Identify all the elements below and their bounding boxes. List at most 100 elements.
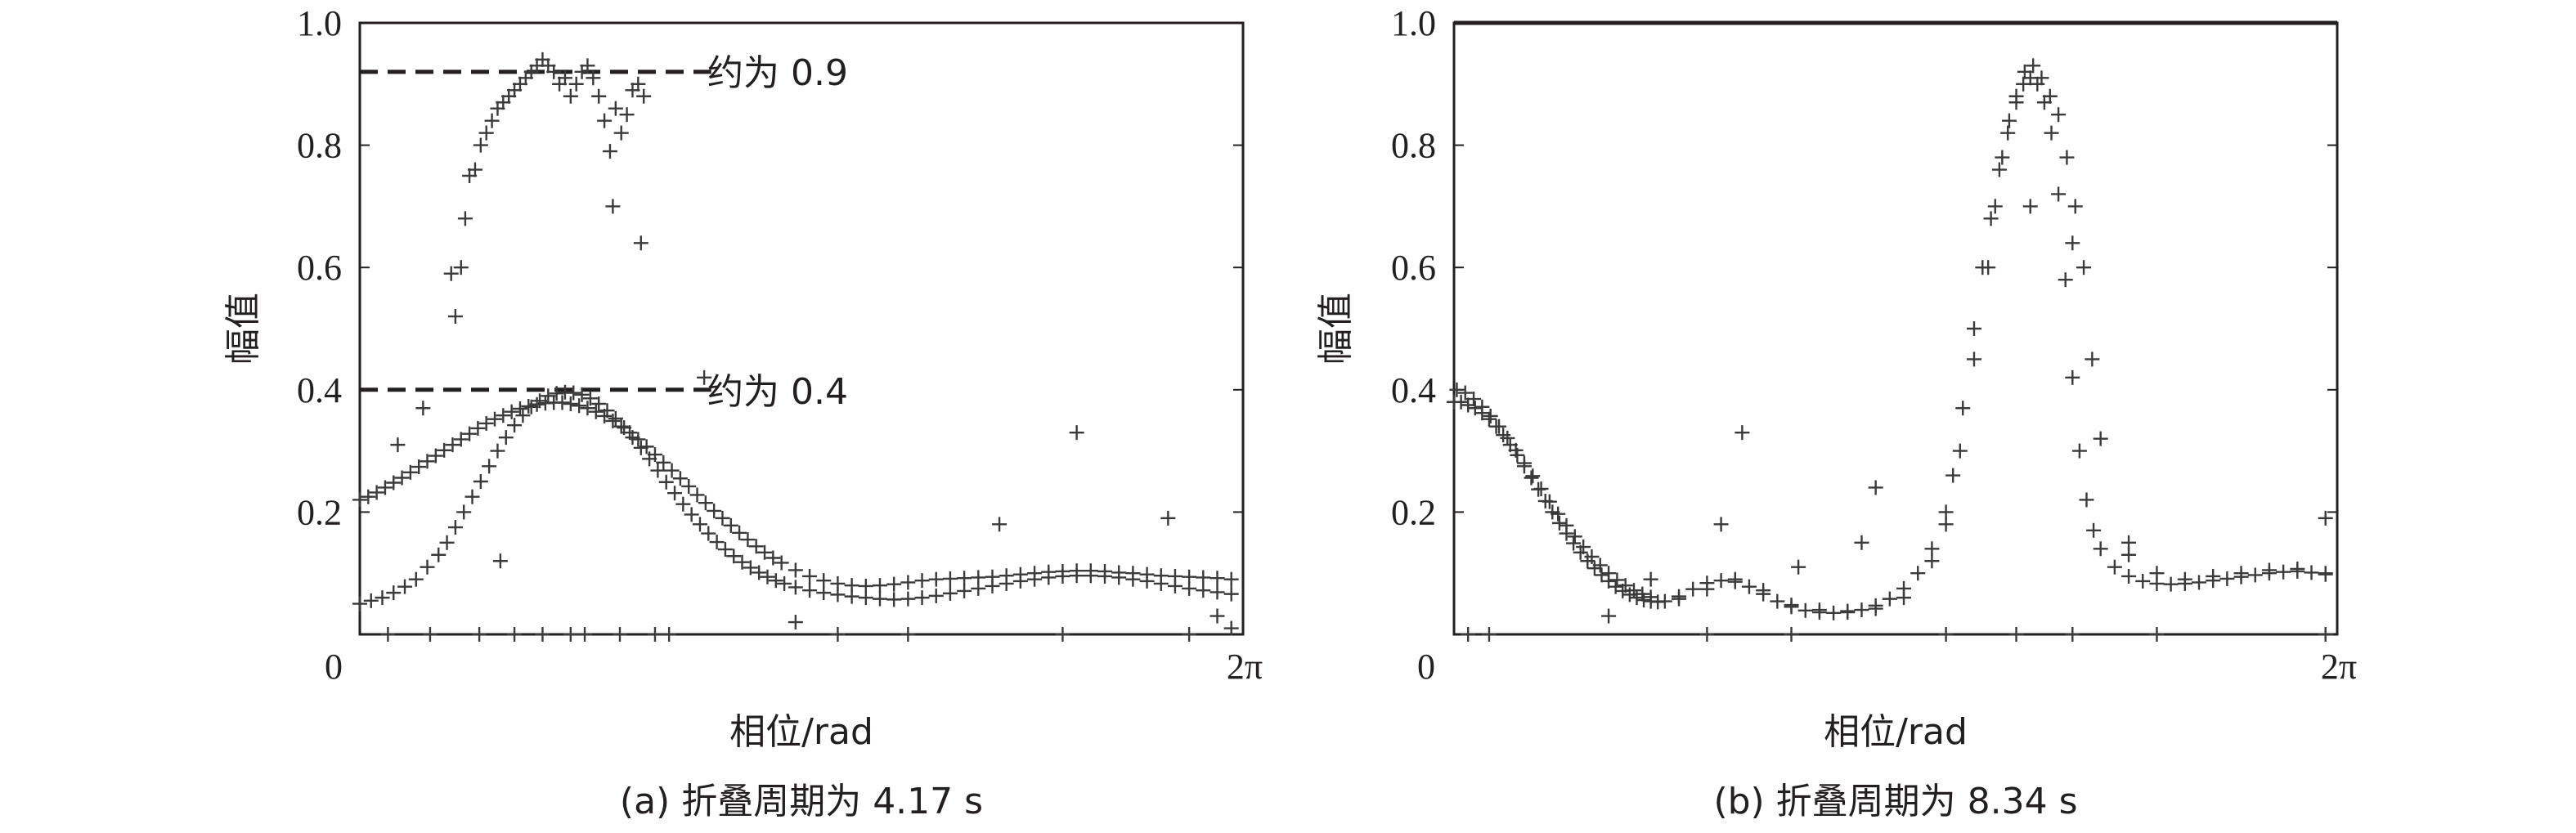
data-point [2318, 627, 2333, 642]
data-point [420, 559, 435, 575]
data-point [608, 101, 623, 116]
data-point [1453, 394, 1469, 410]
data-point [1791, 559, 1806, 575]
data-point [1699, 627, 1715, 642]
x-tick-label-2pi-a: 2π [1227, 647, 1263, 687]
data-point [470, 420, 486, 436]
data-point [1882, 591, 1897, 607]
data-point [447, 309, 463, 325]
data-point [478, 415, 494, 431]
data-point [496, 408, 511, 423]
data-point [546, 64, 562, 79]
data-point [439, 535, 455, 550]
y-axis-label-b: 幅值 [1315, 293, 1357, 365]
data-point [2034, 70, 2049, 86]
x-axis-label-a: 相位/rad [729, 711, 873, 753]
data-point [1492, 419, 1507, 434]
data-point [2065, 369, 2080, 385]
data-point [681, 478, 697, 494]
data-point [667, 486, 683, 501]
annotation-0-9: 约为 0.9 [707, 52, 848, 94]
data-point [608, 410, 623, 426]
data-point [1223, 571, 1239, 587]
data-point [411, 459, 427, 475]
data-point [1735, 425, 1750, 441]
data-point [541, 388, 556, 404]
data-point [2192, 575, 2207, 590]
data-point [577, 627, 593, 642]
data-point [2065, 627, 2080, 642]
data-point [1083, 568, 1098, 584]
data-point [1618, 578, 1633, 593]
data-point [1601, 566, 1617, 581]
data-point [802, 568, 818, 584]
data-point [658, 474, 674, 490]
data-point [656, 455, 671, 470]
data-point [1542, 494, 1557, 509]
data-point [1784, 627, 1799, 642]
y-tick-label-a-4: 1.0 [297, 3, 342, 43]
data-point [872, 591, 887, 607]
data-point [1938, 517, 1954, 532]
data-point [1987, 199, 2003, 214]
data-point [574, 387, 590, 402]
data-point [992, 517, 1008, 532]
data-point [1483, 408, 1498, 423]
data-point [1966, 321, 1981, 336]
data-point [377, 480, 393, 495]
data-point [428, 448, 443, 464]
data-point [605, 413, 621, 428]
data-point [394, 470, 410, 486]
data-point [957, 571, 972, 586]
data-point [1576, 540, 1591, 555]
data-point [1125, 571, 1141, 587]
data-point [402, 464, 418, 480]
data-point [2121, 568, 2137, 584]
data-point [557, 70, 572, 86]
data-point [1449, 382, 1465, 397]
data-point [1041, 570, 1057, 585]
data-point [1636, 593, 1652, 608]
data-point [1826, 605, 1842, 620]
data-point [2044, 125, 2059, 141]
data-point [431, 547, 447, 562]
data-point [697, 369, 712, 385]
data-point [723, 517, 738, 533]
y-tick-label-b-4: 1.0 [1391, 3, 1436, 43]
data-point [1182, 627, 1197, 642]
data-point [2107, 559, 2122, 575]
data-point [1966, 352, 1981, 367]
annotation-0-4: 约为 0.4 [707, 371, 848, 413]
data-point [662, 627, 677, 642]
data-point [1896, 590, 1912, 606]
data-point [599, 403, 615, 419]
data-point [1811, 602, 1827, 618]
data-point [563, 627, 578, 642]
data-point [1594, 567, 1609, 583]
data-point [1457, 385, 1473, 401]
data-point [1209, 608, 1225, 624]
data-point [650, 463, 666, 478]
data-point [535, 627, 550, 642]
data-point [1643, 571, 1658, 587]
data-point [707, 503, 722, 518]
x-tick-label-zero-a: 0 [325, 647, 343, 687]
data-point [689, 487, 705, 503]
data-point [788, 580, 803, 595]
data-point [363, 593, 379, 608]
data-point [2042, 88, 2058, 104]
x-tick-label-2pi-b: 2π [2321, 647, 2357, 687]
data-point [2071, 443, 2087, 459]
data-point [563, 88, 578, 104]
data-point [591, 396, 607, 412]
data-point [1741, 579, 1757, 594]
y-tick-label-b-2: 0.6 [1391, 248, 1436, 288]
data-point [672, 471, 688, 486]
data-point [717, 542, 733, 558]
data-point [566, 385, 581, 401]
data-point [2318, 510, 2333, 526]
data-point [2177, 571, 2192, 587]
data-point [1924, 553, 1940, 569]
data-point [457, 211, 473, 226]
data-point [1685, 581, 1701, 597]
